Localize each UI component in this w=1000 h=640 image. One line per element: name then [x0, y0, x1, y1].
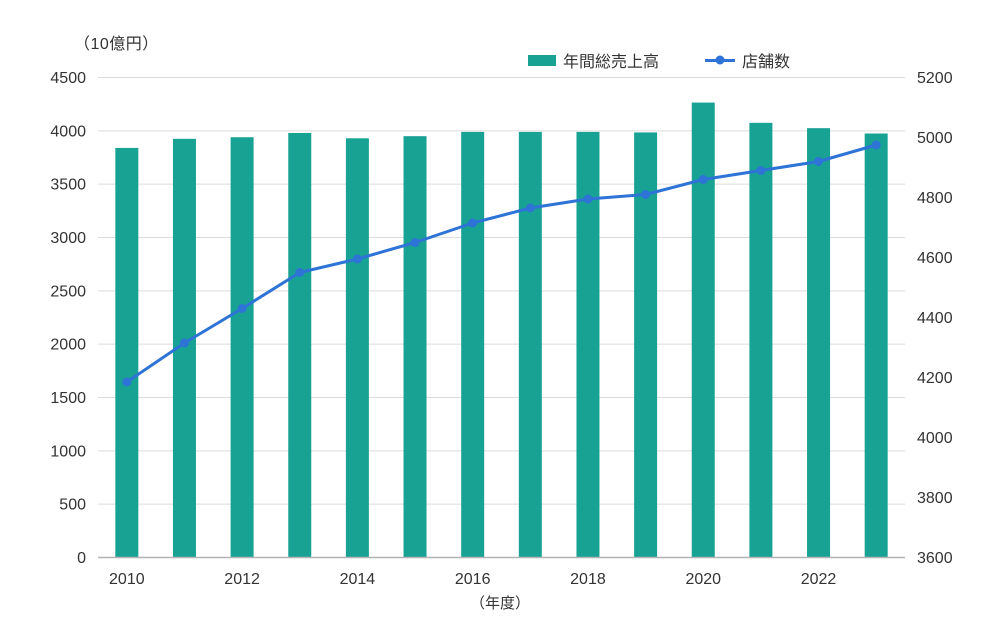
line-marker-2015 — [410, 238, 420, 247]
left-axis-tick-label: 1500 — [50, 390, 86, 407]
stores-line — [125, 143, 878, 384]
bar-2011 — [172, 138, 196, 558]
bar-2021 — [749, 122, 773, 558]
x-axis-tick-label: 2010 — [109, 571, 145, 588]
bar-2022 — [807, 128, 831, 558]
bar-2013 — [288, 132, 312, 558]
x-axis-unit-label: （年度） — [469, 595, 530, 612]
right-axis-tick-label: 5000 — [917, 130, 953, 147]
bar-2018 — [576, 131, 600, 558]
right-axis-tick-label: 4600 — [917, 250, 953, 267]
x-axis-tick-label: 2020 — [685, 571, 721, 588]
line-marker-2020 — [698, 175, 708, 184]
legend-line-dot-icon — [715, 55, 725, 65]
legend-label-stores: 店舗数 — [742, 54, 791, 71]
x-axis-tick-label: 2016 — [455, 571, 491, 588]
right-axis-tick-label: 4800 — [917, 190, 953, 207]
x-axis-tick-label: 2012 — [224, 571, 260, 588]
right-axis-tick-label: 4000 — [917, 430, 953, 447]
legend-line-swatch-icon — [705, 55, 736, 65]
left-axis-tick-label: 4500 — [50, 70, 86, 87]
bar-2016 — [461, 131, 485, 558]
bar-2017 — [518, 131, 542, 558]
left-axis-tick-label: 2000 — [50, 337, 86, 354]
bar-2012 — [230, 137, 254, 558]
bar-2020 — [691, 102, 715, 558]
legend-item-sales: 年間総売上高 — [528, 48, 659, 72]
bar-2023 — [864, 133, 888, 558]
left-axis-tick-label: 3500 — [50, 177, 86, 194]
left-axis-unit-label: （10億円） — [74, 36, 159, 53]
line-marker-2011 — [179, 338, 189, 348]
line-marker-2018 — [583, 194, 593, 204]
bar-2015 — [403, 136, 427, 558]
x-axis-tick-label: 2018 — [570, 571, 606, 588]
right-axis-tick-label: 5200 — [917, 70, 953, 87]
right-axis-tick-label: 4400 — [917, 310, 953, 327]
left-axis-tick-label: 4000 — [50, 123, 86, 140]
line-marker-2017 — [525, 203, 535, 213]
bar-2010 — [115, 147, 139, 558]
legend-bar-swatch-icon — [528, 54, 556, 66]
bar-2019 — [634, 132, 658, 558]
legend-label-sales: 年間総売上高 — [563, 54, 660, 71]
bar-2014 — [345, 138, 369, 558]
right-axis-tick-label: 3800 — [917, 490, 953, 507]
line-marker-2019 — [641, 190, 651, 199]
left-axis-tick-label: 500 — [59, 497, 86, 514]
line-marker-2016 — [468, 218, 478, 228]
legend-item-stores: 店舗数 — [705, 48, 790, 72]
line-marker-2010 — [122, 377, 132, 387]
line-marker-2023 — [871, 140, 881, 150]
left-axis-tick-label: 3000 — [50, 230, 86, 247]
right-axis-tick-label: 3600 — [917, 550, 953, 567]
right-axis-tick-label: 4200 — [917, 370, 953, 387]
left-axis-tick-label: 2500 — [50, 283, 86, 300]
x-axis-tick-label: 2022 — [801, 571, 837, 588]
x-axis-tick-label: 2014 — [340, 571, 376, 588]
line-marker-2012 — [237, 304, 247, 313]
line-marker-2013 — [295, 268, 305, 277]
legend: 年間総売上高 店舗数 — [528, 48, 790, 72]
left-axis-tick-label: 0 — [77, 550, 86, 567]
line-marker-2021 — [756, 166, 766, 175]
line-marker-2022 — [814, 157, 824, 166]
left-axis-tick-label: 1000 — [50, 443, 86, 460]
line-marker-2014 — [352, 254, 362, 264]
